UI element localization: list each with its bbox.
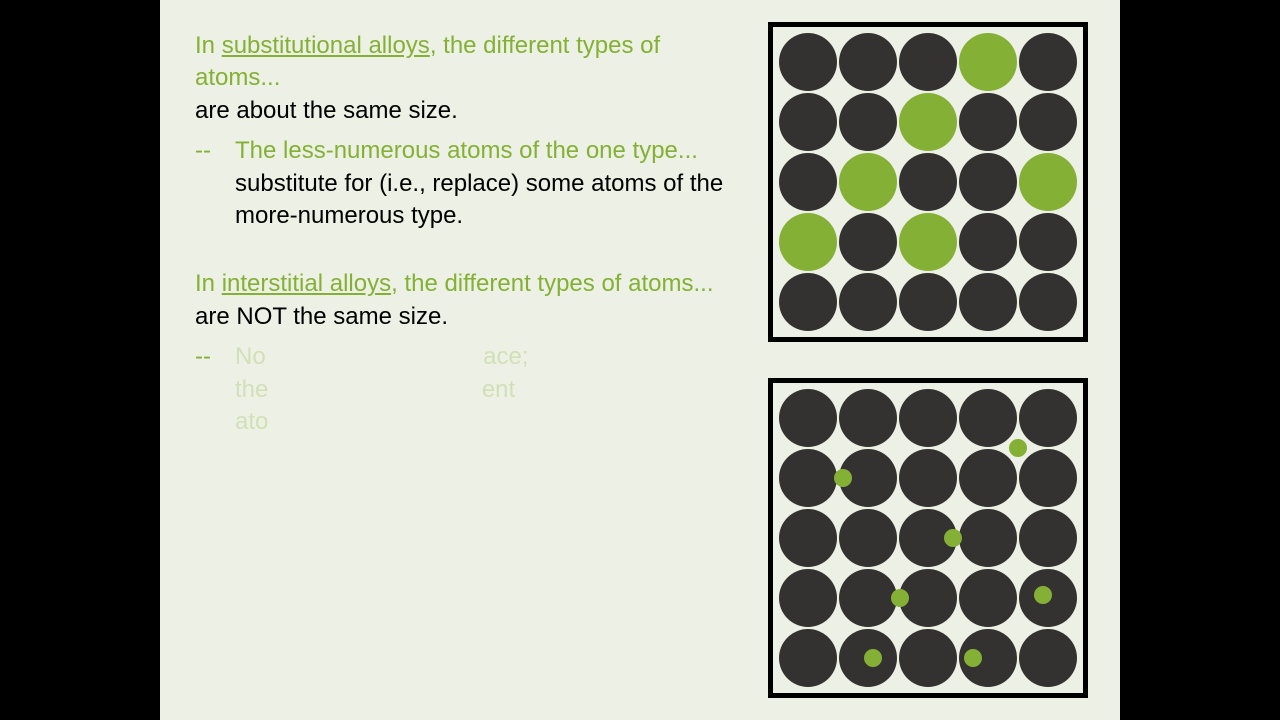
- s2-l1-g1: No: [235, 343, 272, 370]
- s2-l1-g2: ace;: [483, 343, 528, 370]
- slide-area: In substitutional alloys , the different …: [160, 0, 1120, 720]
- s2-l3-g1: ato: [235, 408, 268, 435]
- s2-bullet-text: No substitution takes place; the smaller…: [235, 341, 529, 438]
- s1-bullet-black: substitute for (i.e., replace) some atom…: [235, 170, 723, 229]
- s2-body: are NOT the same size.: [195, 301, 725, 333]
- s1-bullet-green: The less-numerous atoms of the one type.…: [235, 137, 698, 164]
- section2-lead: In interstitial alloys, the different ty…: [195, 268, 725, 300]
- section-interstitial: In interstitial alloys, the different ty…: [195, 268, 725, 438]
- substitutional-svg: [773, 27, 1083, 337]
- bullet-marker: --: [195, 135, 235, 232]
- bullet-marker: --: [195, 341, 235, 438]
- s1-prefix: In: [195, 32, 222, 59]
- s2-link: interstitial alloys: [222, 270, 391, 297]
- text-content: In substitutional alloys , the different …: [195, 30, 725, 438]
- s1-bullet: -- The less-numerous atoms of the one ty…: [195, 135, 725, 232]
- interstitial-svg: [773, 383, 1083, 693]
- diagram-interstitial: [768, 378, 1088, 698]
- section-substitutional: In substitutional alloys, the different …: [195, 30, 725, 232]
- s2-suffix: , the different types of atoms...: [391, 270, 713, 297]
- s2-l2-g1: the: [235, 376, 268, 403]
- s2-prefix: In: [195, 270, 222, 297]
- s1-link: substitutional alloys: [222, 32, 430, 59]
- s1-bullet-text: The less-numerous atoms of the one type.…: [235, 135, 725, 232]
- s2-bullet: -- No substitution takes place; the smal…: [195, 341, 725, 438]
- diagram-substitutional: [768, 22, 1088, 342]
- s2-l2-g2: ent: [482, 376, 515, 403]
- s1-body: are about the same size.: [195, 95, 725, 127]
- section1-lead: In substitutional alloys, the different …: [195, 30, 725, 95]
